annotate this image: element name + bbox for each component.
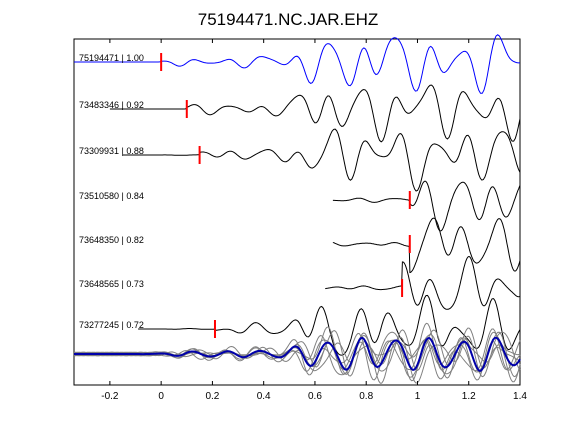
trace-row: 73483346 | 0.92 bbox=[79, 84, 521, 143]
trace-label: 73648350 | 0.82 bbox=[79, 235, 144, 245]
x-tick-label: 1.2 bbox=[462, 391, 476, 402]
chart-title: 75194471.NC.JAR.EHZ bbox=[198, 10, 378, 29]
x-tick-label: 0.2 bbox=[205, 391, 219, 402]
trace-label: 73510580 | 0.84 bbox=[79, 191, 144, 201]
x-tick-label: 0 bbox=[158, 391, 164, 402]
trace-label: 73483346 | 0.92 bbox=[79, 100, 144, 110]
x-tick-label: 0.6 bbox=[308, 391, 322, 402]
x-tick-label: 1 bbox=[415, 391, 421, 402]
trace-line bbox=[109, 84, 521, 143]
trace-line bbox=[332, 217, 521, 274]
trace-label: 73309931 | 0.88 bbox=[79, 146, 144, 156]
stack-trace bbox=[73, 334, 521, 384]
trace-line bbox=[325, 255, 521, 310]
trace-row: 75194471 | 1.00 bbox=[74, 34, 520, 94]
trace-row: 73510580 | 0.84 bbox=[79, 180, 521, 232]
trace-line bbox=[74, 34, 520, 94]
stack-mean-trace bbox=[74, 336, 521, 373]
trace-label: 73277245 | 0.72 bbox=[79, 320, 144, 330]
x-tick-label: 0.4 bbox=[257, 391, 271, 402]
trace-line bbox=[332, 180, 521, 232]
traces-layer: 75194471 | 1.00 73483346 | 0.92 73309931 |… bbox=[74, 34, 521, 356]
plot-frame bbox=[73, 38, 521, 386]
x-axis: -0.2 0 0.2 0.4 0.6 0.8 1 1.2 1.4 bbox=[101, 39, 527, 402]
stack-trace bbox=[73, 330, 521, 384]
trace-label: 75194471 | 1.00 bbox=[79, 53, 144, 63]
x-tick-label: 0.8 bbox=[359, 391, 373, 402]
trace-label: 73648565 | 0.73 bbox=[79, 279, 144, 289]
trace-row: 73309931 | 0.88 bbox=[79, 128, 521, 192]
trace-row: 73648350 | 0.82 bbox=[79, 217, 521, 274]
x-tick-label: -0.2 bbox=[101, 391, 119, 402]
stack-trace bbox=[73, 327, 520, 375]
stack-layer bbox=[73, 322, 521, 384]
trace-row: 73648565 | 0.73 bbox=[79, 255, 521, 310]
x-tick-label: 1.4 bbox=[513, 391, 527, 402]
trace-line bbox=[122, 128, 521, 192]
